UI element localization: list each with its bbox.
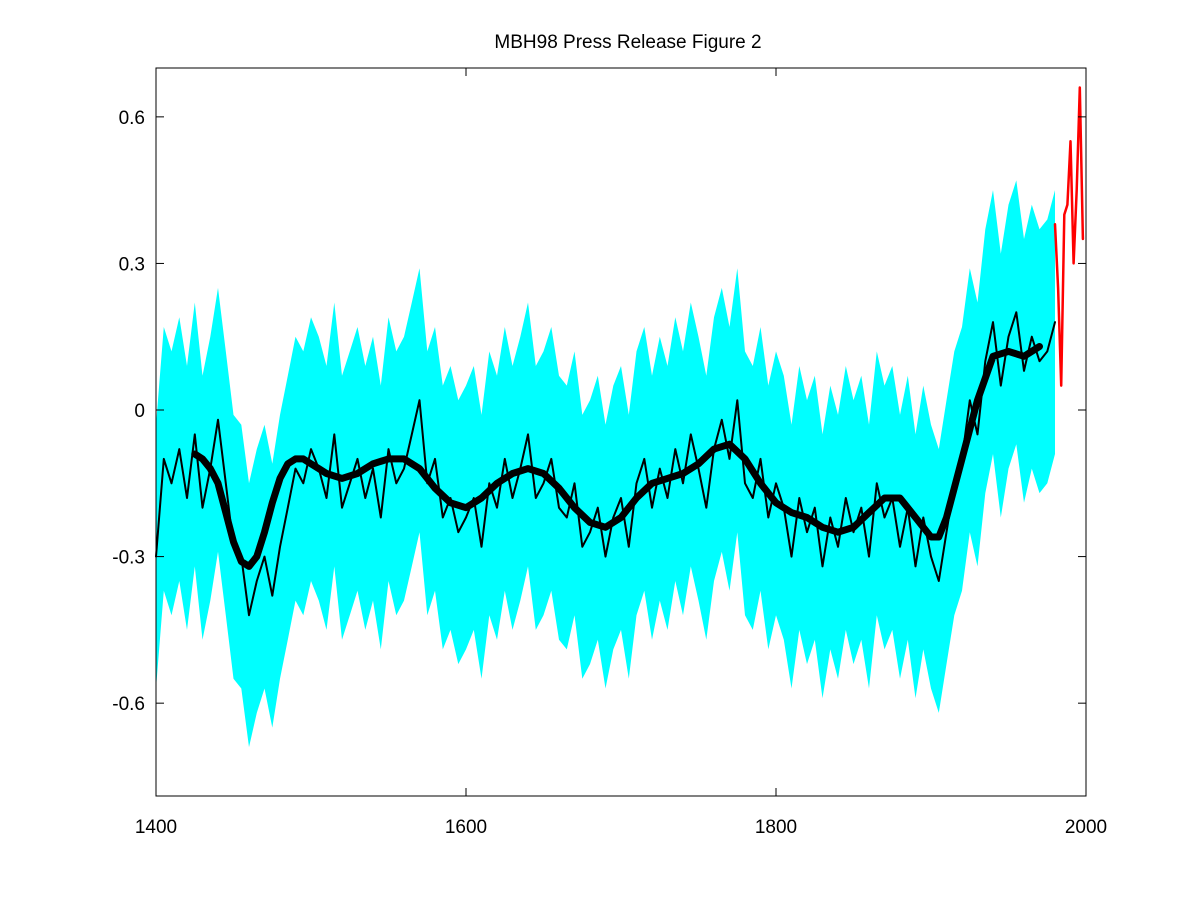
y-tick-label: 0.6 (119, 108, 145, 129)
reconstruction-line (155, 311, 1056, 617)
uncertainty-band-layer (156, 180, 1055, 748)
x-tick-label: 1800 (755, 817, 797, 838)
instrumental-line (1053, 86, 1085, 387)
x-tick-label: 2000 (1065, 817, 1107, 838)
plot-frame (155, 67, 1087, 797)
y-tick-label: -0.6 (112, 694, 145, 715)
uncertainty-band (156, 180, 1055, 748)
smoothed-line (191, 343, 1043, 570)
x-tick-label: 1400 (135, 817, 177, 838)
x-tick-label: 1600 (445, 817, 487, 838)
series-layer (155, 86, 1085, 617)
y-tick-label: -0.3 (112, 548, 145, 569)
y-tick-label: 0 (134, 401, 145, 422)
chart-title: MBH98 Press Release Figure 2 (494, 32, 761, 53)
y-tick-label: 0.3 (119, 254, 145, 275)
axis-ticks: 1400 1600 1800 2000 -0.6 -0.3 0 0.3 0.6 (112, 68, 1107, 838)
